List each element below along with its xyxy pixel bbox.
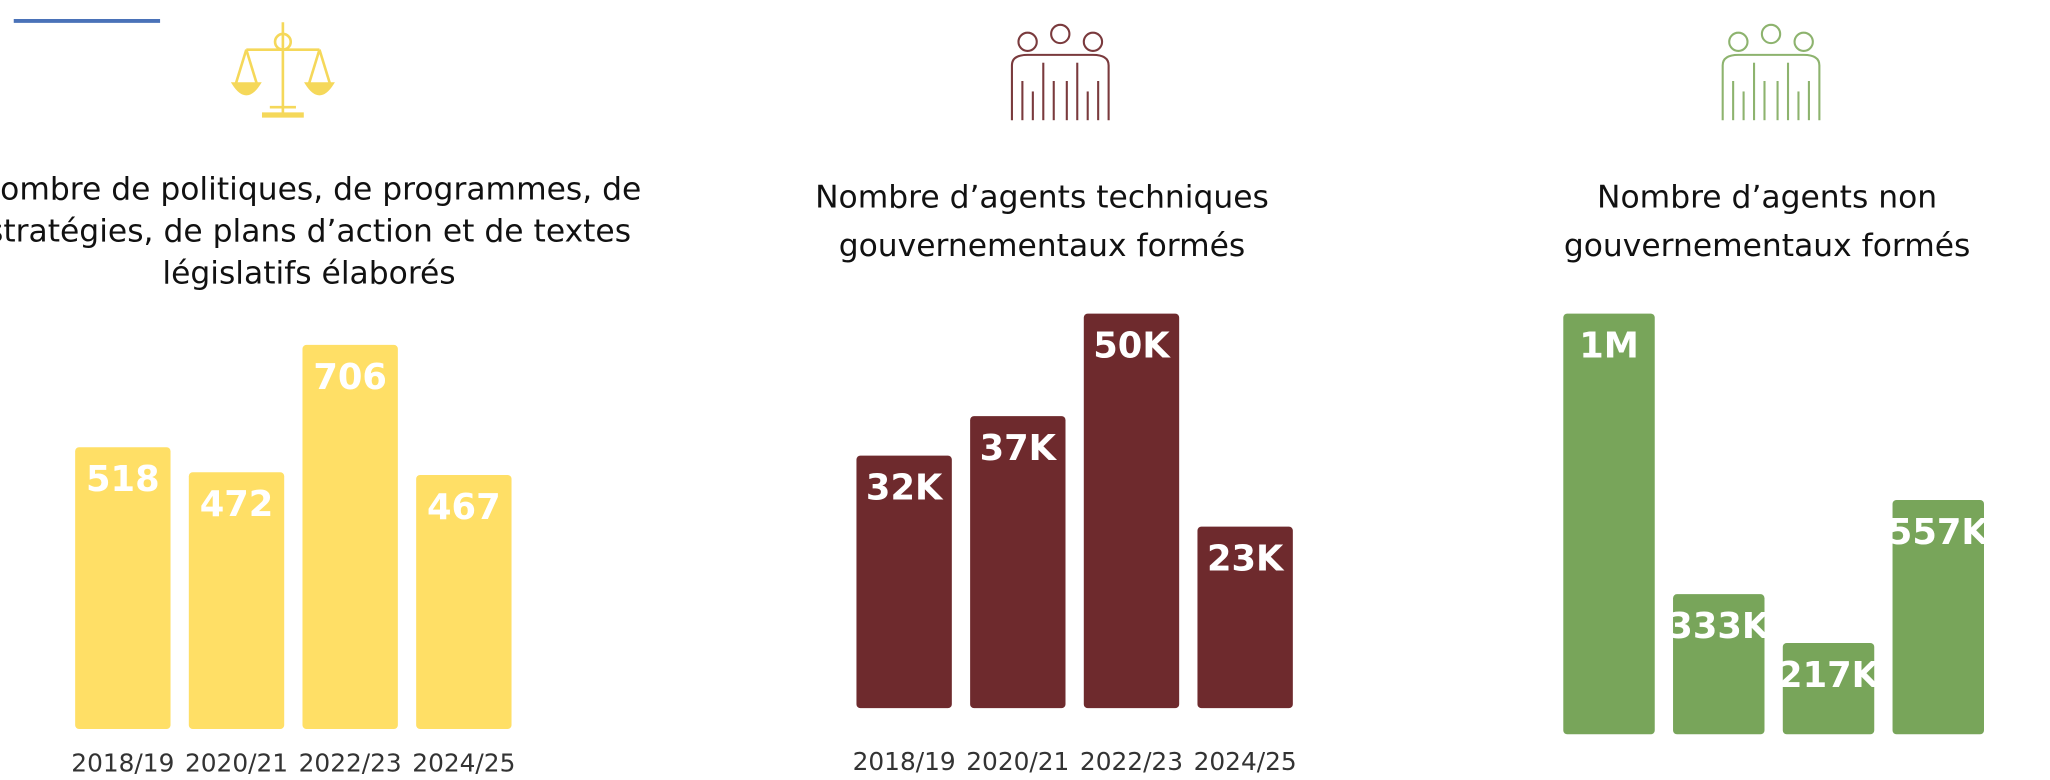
scales-icon	[230, 22, 335, 118]
bar	[302, 344, 398, 730]
bar	[1673, 594, 1765, 735]
bar	[75, 447, 171, 730]
chart-title: Nombre d’agents techniques	[815, 180, 1269, 216]
value-label: 467	[427, 487, 501, 528]
value-label: 37K	[980, 428, 1058, 469]
people-icon	[1010, 23, 1110, 121]
bar	[1892, 499, 1984, 735]
value-label: 32K	[866, 468, 944, 509]
x-tick-label: 2020/21	[966, 747, 1069, 776]
value-label: 518	[86, 459, 160, 500]
value-label: 23K	[1207, 539, 1285, 580]
chart-title: gouvernementaux formés	[1564, 228, 1971, 264]
x-tick-label: 2022/23	[1080, 747, 1183, 776]
x-tick-label: 2018/19	[71, 748, 174, 777]
value-label: 50K	[1093, 326, 1171, 367]
chart-title: législatifs élaborés	[162, 255, 455, 291]
x-tick-label: 2020/21	[185, 748, 288, 777]
bar	[970, 416, 1066, 709]
value-label: 706	[313, 357, 387, 398]
value-label: 557K	[1888, 512, 1991, 553]
bar	[416, 474, 512, 730]
bar	[188, 472, 285, 730]
value-label: 1M	[1579, 326, 1639, 367]
chart-title: stratégies, de plans d’action et de text…	[0, 214, 631, 250]
value-label: 217K	[1778, 655, 1881, 696]
x-tick-label: 2022/23	[299, 748, 402, 777]
value-label: 472	[200, 484, 274, 525]
x-tick-label: 2018/19	[853, 747, 956, 776]
x-tick-label: 2024/25	[1194, 747, 1297, 776]
people-icon	[1721, 23, 1821, 121]
bar	[1782, 642, 1875, 735]
chart-title: gouvernementaux formés	[839, 228, 1246, 264]
chart-title: Nombre de politiques, de programmes, de	[0, 172, 641, 208]
bar	[1563, 313, 1655, 735]
bar	[1083, 313, 1180, 709]
bar	[856, 455, 952, 709]
value-label: 333K	[1668, 606, 1771, 647]
bar	[1197, 526, 1293, 709]
chart-title: Nombre d’agents non	[1597, 180, 1937, 216]
x-tick-label: 2024/25	[412, 748, 515, 777]
